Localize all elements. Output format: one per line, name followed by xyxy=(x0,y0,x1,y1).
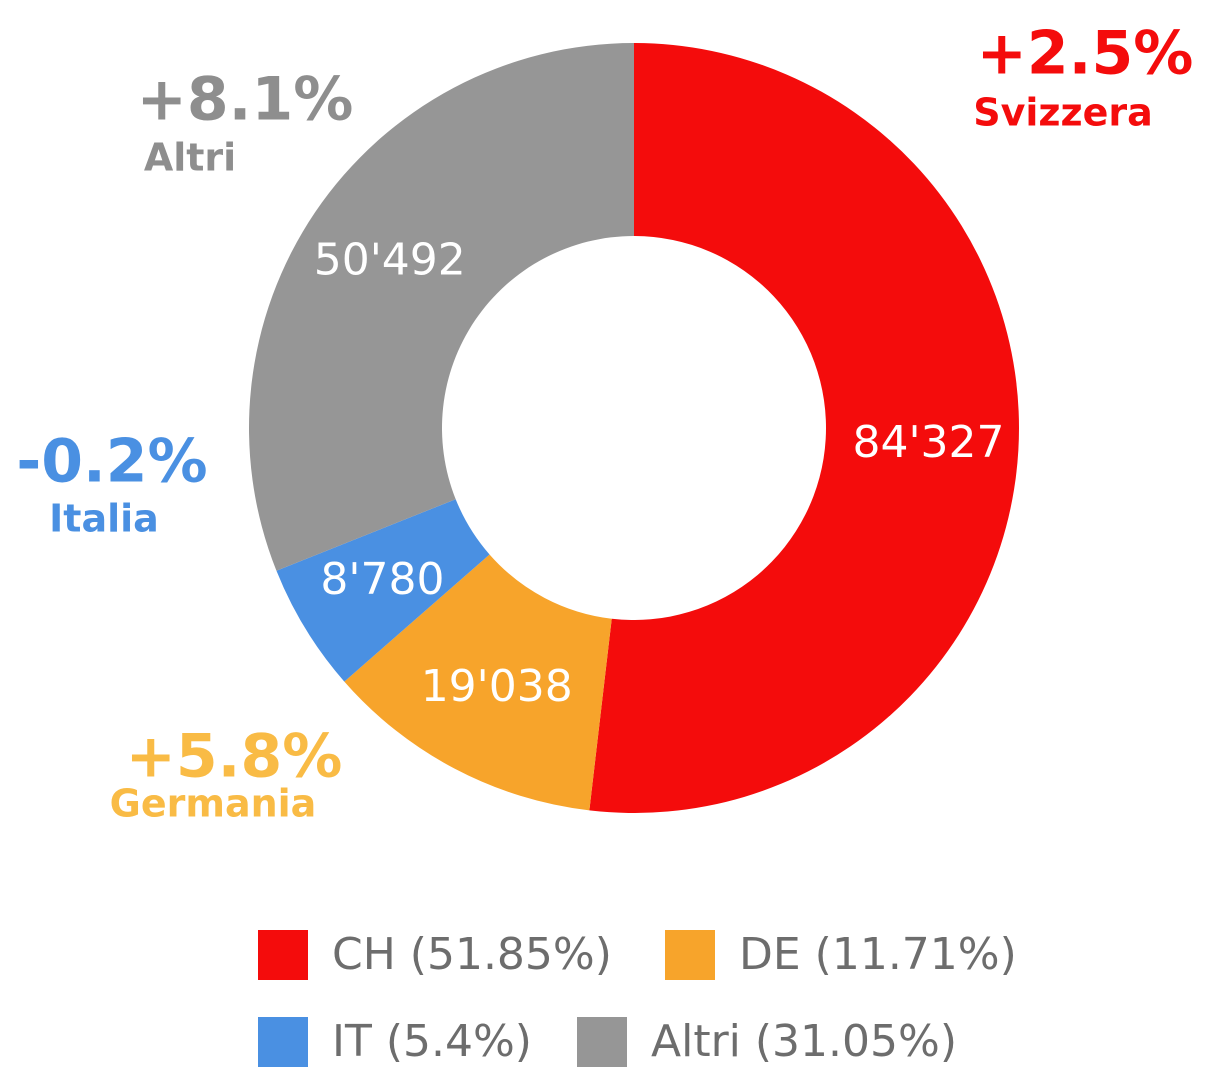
value-label: 19'038 xyxy=(421,661,573,712)
legend-label: Altri (31.05%) xyxy=(651,1016,957,1067)
annotation-name: Svizzera xyxy=(973,91,1153,135)
legend-swatch xyxy=(577,1017,627,1067)
annotation-change: +2.5% xyxy=(977,19,1194,89)
donut-slice xyxy=(589,43,1019,813)
donut-slice xyxy=(344,554,612,811)
annotation-name: Italia xyxy=(49,497,159,541)
annotation-change: +8.1% xyxy=(137,65,354,135)
annotation-name: Altri xyxy=(144,136,236,180)
legend-label: CH (51.85%) xyxy=(332,929,612,980)
donut-slice xyxy=(248,43,634,571)
annotation-change: -0.2% xyxy=(16,427,207,497)
donut-slice xyxy=(276,499,490,682)
annotation-name: Germania xyxy=(110,782,317,826)
legend-label: DE (11.71%) xyxy=(739,929,1017,980)
value-label: 50'492 xyxy=(314,235,466,286)
value-label: 8'780 xyxy=(320,554,444,605)
legend-swatch xyxy=(258,930,308,980)
value-label: 84'327 xyxy=(852,417,1004,468)
annotation-change: +5.8% xyxy=(126,722,343,792)
legend-swatch xyxy=(258,1017,308,1067)
legend-swatch xyxy=(665,930,715,980)
legend-label: IT (5.4%) xyxy=(332,1016,532,1067)
